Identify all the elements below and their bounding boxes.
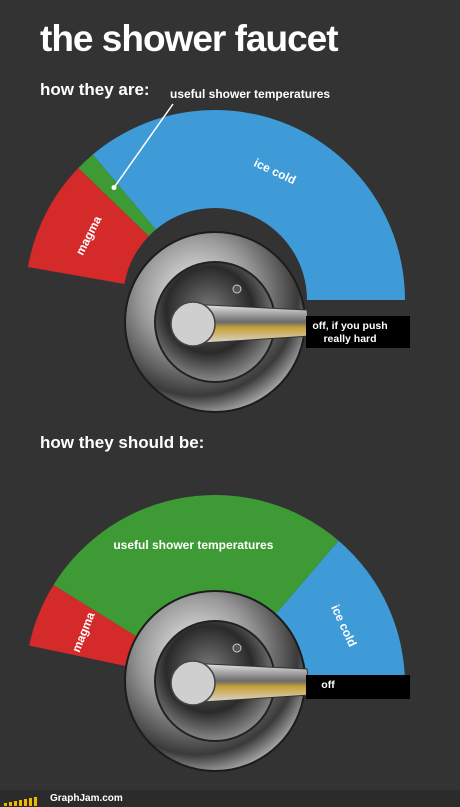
slice-ice-cold [92,110,405,300]
slice-useful-shower-temperatures [78,154,156,237]
footer-bar [0,790,460,807]
faucet-handle-image [124,590,311,772]
section-title-current: how they are: [40,80,150,99]
slice-magma [29,584,137,666]
bar-logo-icon [4,797,37,806]
off-label-box [306,675,410,699]
label-pointer [113,103,174,188]
section-title-ideal: how they should be: [40,433,205,452]
slice-magma [27,168,149,285]
off-label-text: really hard [323,333,376,345]
faucet-handle-image [124,231,311,413]
off-label-text: off, if you push [312,320,387,332]
slice-ice-cold [274,540,405,685]
slice-label-useful-shower-temperatures: useful shower temperatures [113,538,273,552]
page-title: the shower faucet [40,18,339,59]
slice-label-useful-shower-temperatures: useful shower temperatures [170,87,330,101]
footer-brand: GraphJam.com [50,793,123,804]
slice-useful-shower-temperatures [53,495,339,637]
label-pointer-dot [111,185,117,191]
off-label-text: off [321,679,335,691]
off-label-box [306,316,410,348]
